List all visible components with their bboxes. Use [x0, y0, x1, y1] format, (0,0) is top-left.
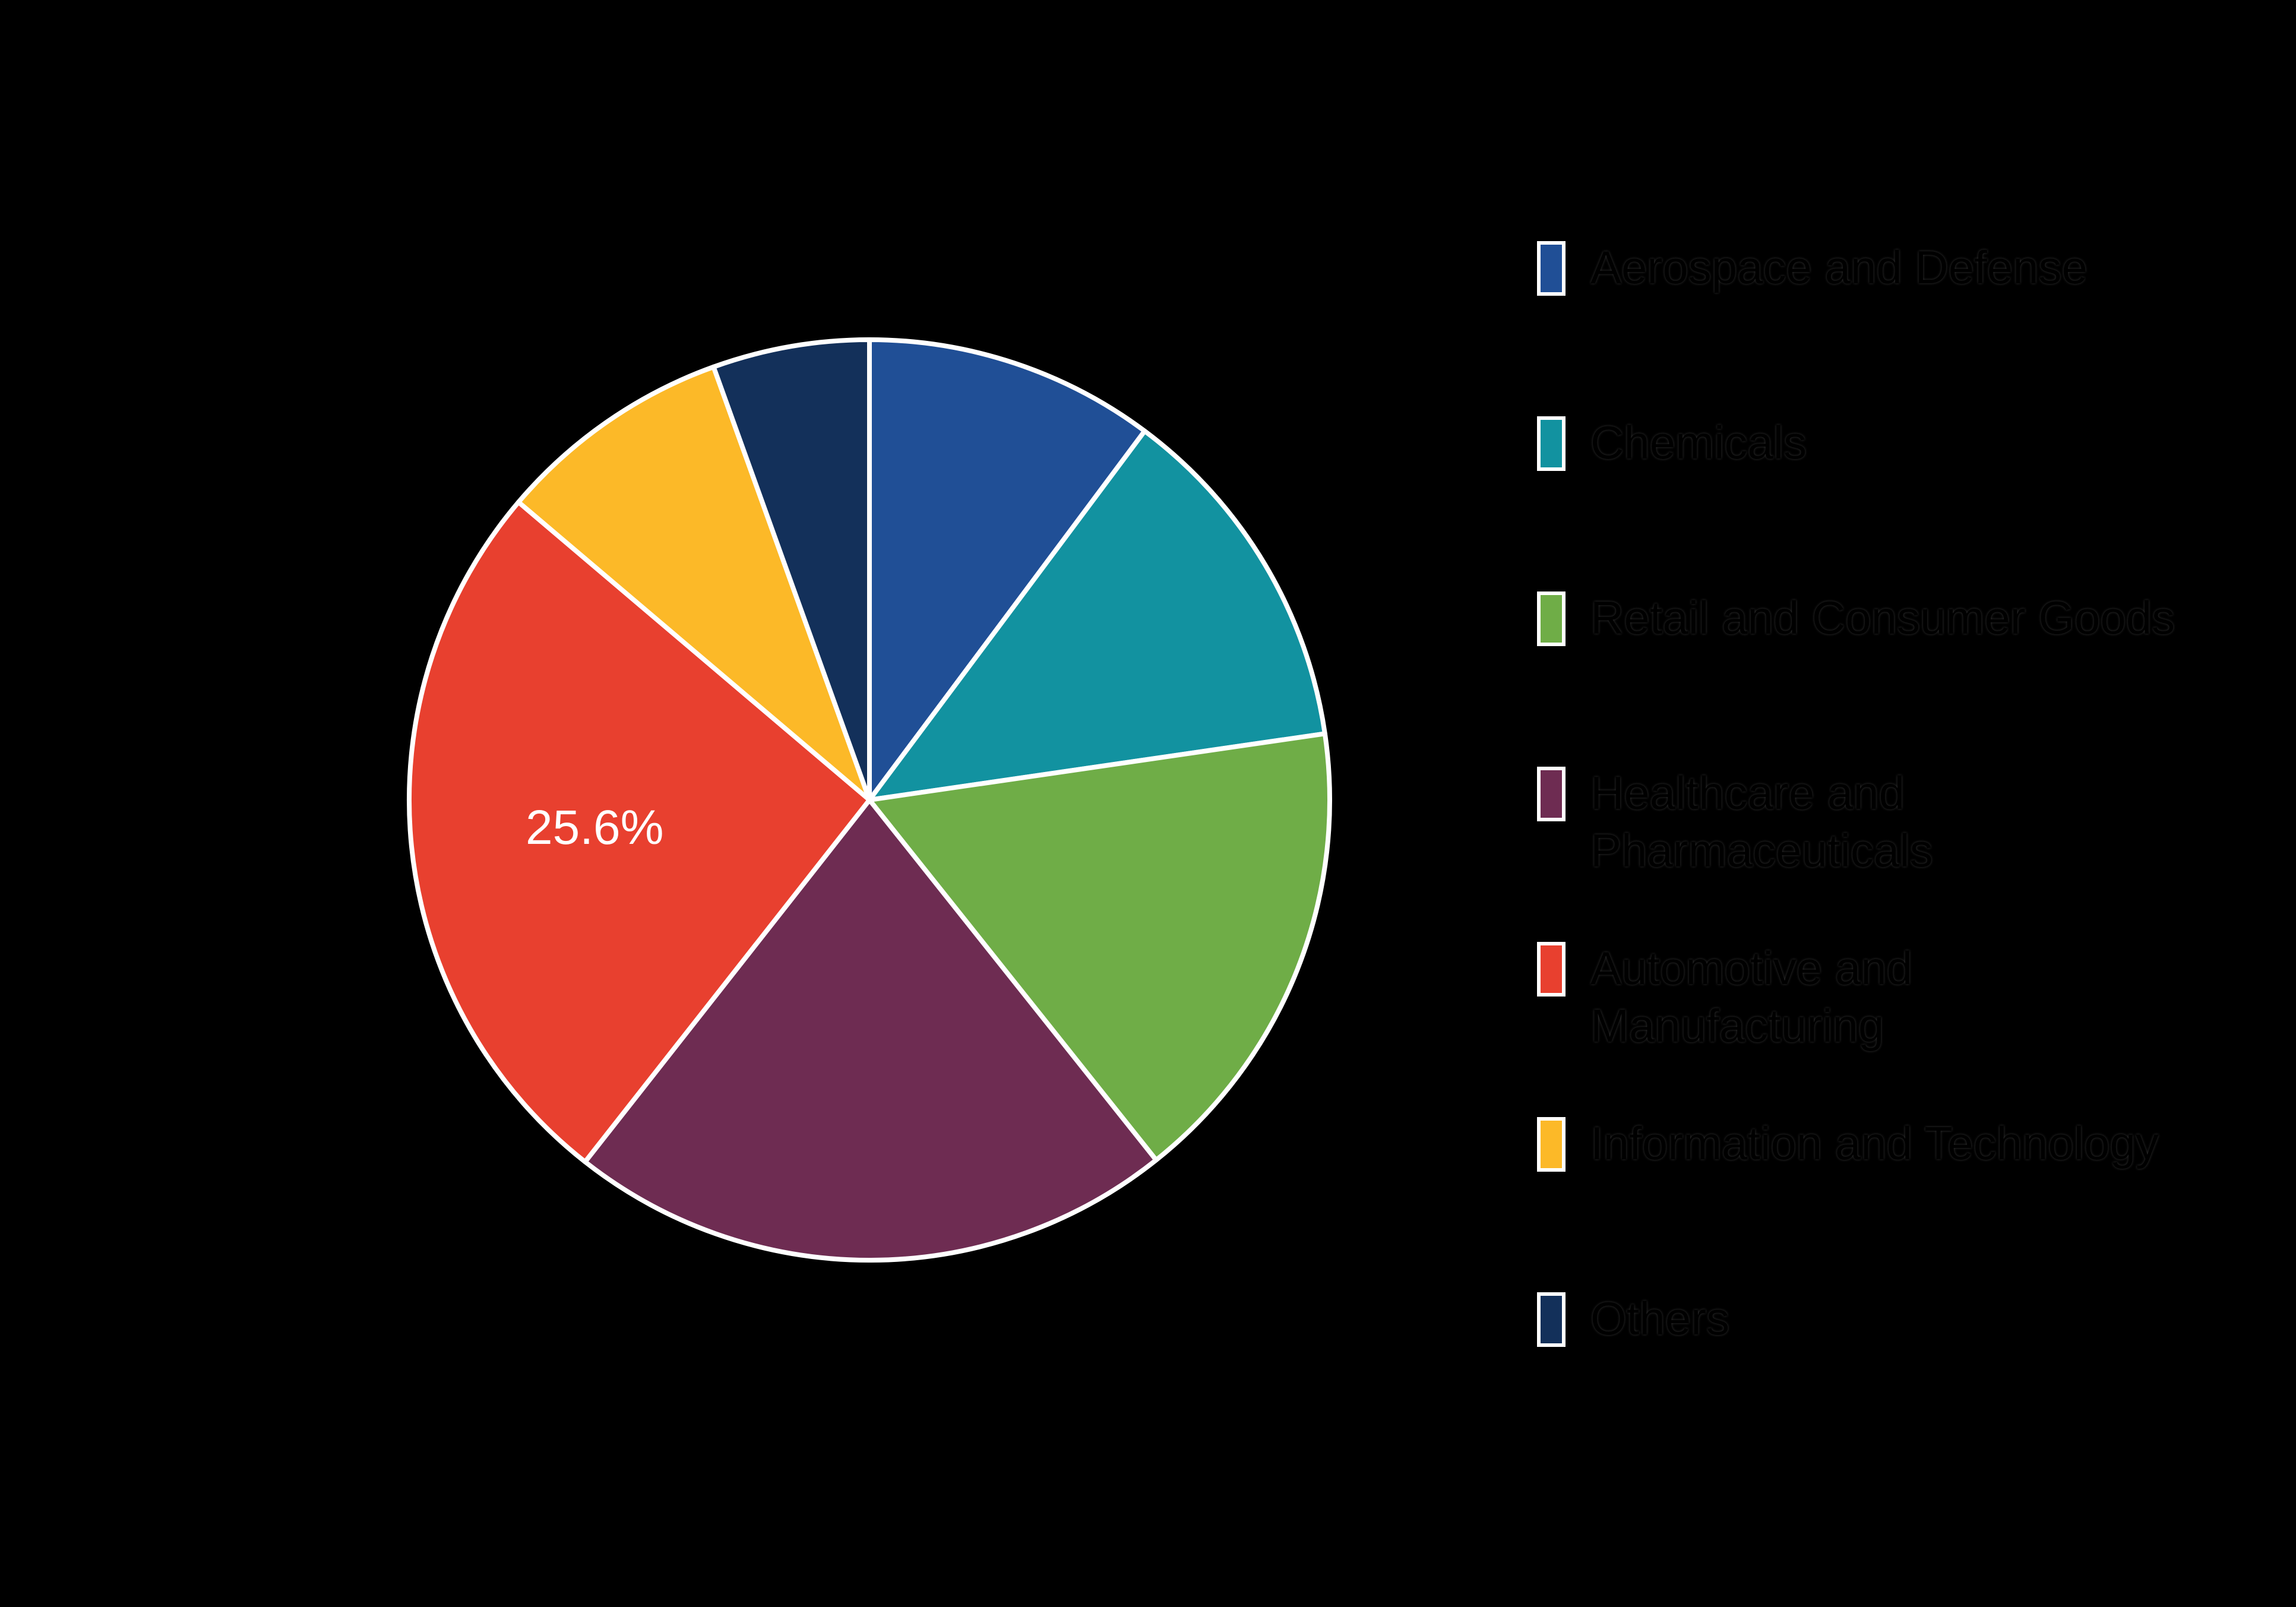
legend: Aerospace and Defense Chemicals Retail and… [1537, 239, 2178, 1347]
legend-item-aerospace-and-defense: Aerospace and Defense [1537, 239, 2178, 414]
legend-swatch-retail-and-consumer-goods [1537, 591, 1566, 646]
legend-item-others: Others [1537, 1290, 2178, 1347]
legend-swatch-aerospace-and-defense [1537, 241, 1566, 296]
pie-slice-retail-and-consumer-goods [867, 731, 1332, 1163]
legend-item-retail-and-consumer-goods: Retail and Consumer Goods [1537, 589, 2178, 764]
legend-swatch-healthcare-and-pharmaceuticals [1537, 767, 1566, 821]
pie-slice-healthcare-and-pharmaceuticals [583, 798, 1159, 1263]
legend-swatch-chemicals [1537, 416, 1566, 471]
legend-item-chemicals: Chemicals [1537, 414, 2178, 589]
pie-slice-automotive-and-manufacturing [407, 499, 872, 1165]
legend-label: Others [1590, 1292, 1730, 1345]
legend-label: Retail and Consumer Goods [1590, 591, 2175, 644]
pie-slice-chemicals [867, 428, 1327, 802]
legend-swatch-information-and-technology [1537, 1117, 1566, 1172]
legend-item-automotive-and-manufacturing: Automotive and Manufacturing [1537, 939, 2178, 1115]
legend-label: Information and Technology [1590, 1117, 2159, 1169]
slice-percentage-label: 25.6% [526, 801, 664, 855]
legend-label: Automotive and Manufacturing [1590, 942, 1913, 1052]
pie-slice-others [711, 337, 872, 802]
legend-swatch-others [1537, 1292, 1566, 1347]
pie-slice-aerospace-and-defense [867, 337, 1147, 802]
legend-item-healthcare-and-pharmaceuticals: Healthcare and Pharmaceuticals [1537, 764, 2178, 939]
legend-swatch-automotive-and-manufacturing [1537, 942, 1566, 997]
legend-label: Chemicals [1590, 416, 1807, 469]
legend-label: Aerospace and Defense [1590, 241, 2088, 293]
legend-item-information-and-technology: Information and Technology [1537, 1115, 2178, 1290]
legend-label: Healthcare and Pharmaceuticals [1590, 767, 1933, 877]
pie-slice-information-and-technology [516, 364, 872, 802]
